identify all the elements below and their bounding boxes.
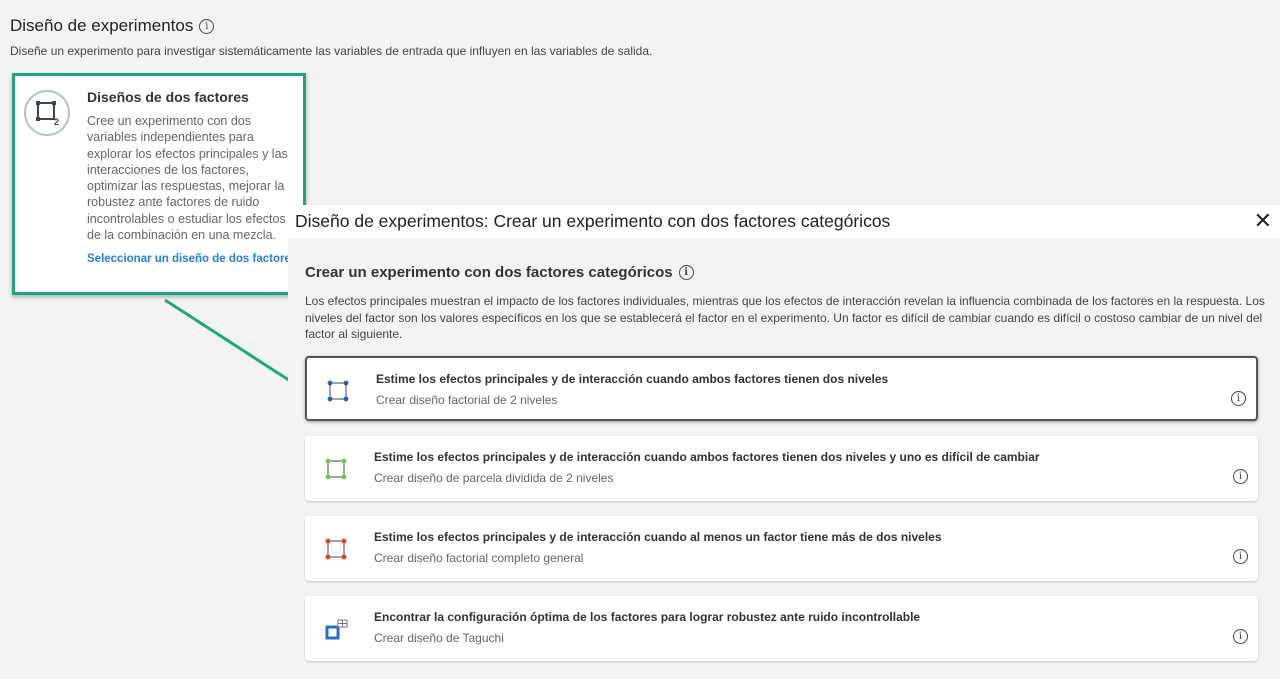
design-icon [325,538,347,560]
dialog-heading: Crear un experimento con dos factores ca… [305,264,694,281]
design-option[interactable]: Estime los efectos principales y de inte… [305,436,1258,501]
info-icon[interactable]: i [1231,391,1246,406]
option-subtitle: Crear diseño factorial de 2 niveles [376,393,558,407]
design-icon [325,618,348,640]
select-two-factor-link[interactable]: Seleccionar un diseño de dos factores [87,253,298,265]
option-subtitle: Crear diseño de parcela dividida de 2 ni… [374,471,614,485]
dialog-body: Crear un experimento con dos factores ca… [288,238,1280,679]
info-icon[interactable]: i [1233,629,1248,644]
svg-text:2: 2 [54,117,59,127]
card-description: Cree un experimento con dos variables in… [87,114,288,243]
card-title: Diseños de dos factores [87,89,249,105]
design-icon [327,380,349,402]
design-option[interactable]: Encontrar la configuración óptima de los… [305,596,1258,661]
info-icon[interactable]: i [678,265,694,280]
option-title: Estime los efectos principales y de inte… [374,450,1040,464]
two-factor-card[interactable]: 2 Diseños de dos factores Cree un experi… [12,73,306,295]
option-title: Estime los efectos principales y de inte… [376,372,889,386]
info-icon[interactable]: i [199,18,215,34]
option-title: Encontrar la configuración óptima de los… [374,610,921,624]
option-subtitle: Crear diseño de Taguchi [374,631,504,645]
close-icon[interactable]: ✕ [1253,208,1272,233]
dialog-title: Diseño de experimentos: Crear un experim… [295,211,891,231]
page-subtitle: Diseñe un experimento para investigar si… [10,44,653,58]
info-icon[interactable]: i [1233,549,1248,564]
dialog-header: Diseño de experimentos: Crear un experim… [288,205,1280,238]
dialog-description: Los efectos principales muestran el impa… [305,294,1265,341]
info-icon[interactable]: i [1233,469,1248,484]
design-option[interactable]: Estime los efectos principales y de inte… [305,516,1258,581]
design-icon [325,458,347,480]
two-factor-icon: 2 [24,90,70,136]
dialog-heading-text: Crear un experimento con dos factores ca… [305,264,673,281]
arrow-annotation [164,298,308,392]
page-title: Diseño de experimentos i [10,16,215,36]
design-option[interactable]: Estime los efectos principales y de inte… [305,356,1258,421]
option-title: Estime los efectos principales y de inte… [374,530,942,544]
option-subtitle: Crear diseño factorial completo general [374,551,584,565]
page-title-text: Diseño de experimentos [10,16,194,35]
